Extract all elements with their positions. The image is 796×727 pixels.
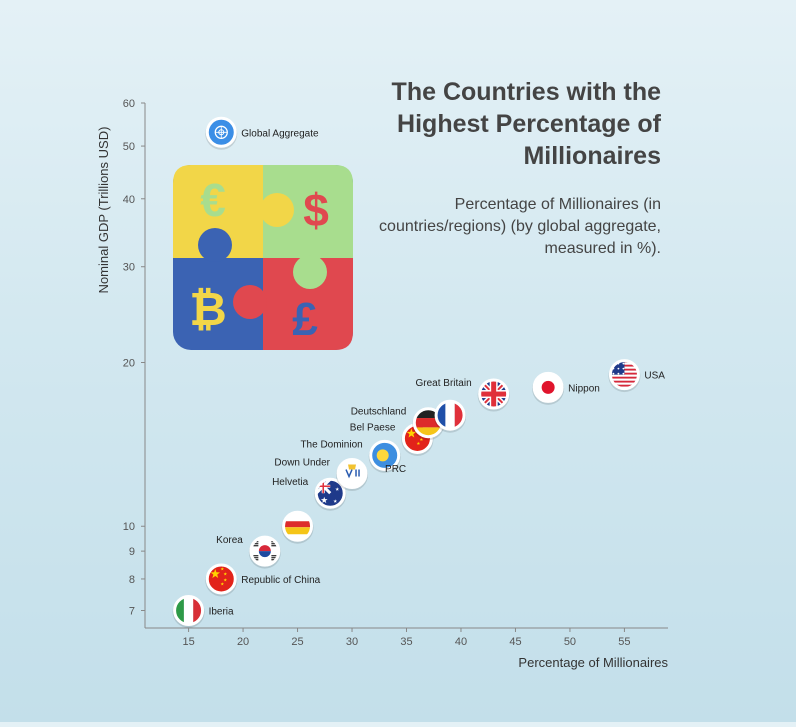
x-tick-label: 35 (400, 636, 412, 648)
flag-border (173, 594, 205, 626)
y-tick-label: 20 (123, 358, 135, 370)
flag-border (336, 458, 368, 490)
flag-border (532, 371, 564, 403)
point-label: PRC (385, 464, 406, 475)
data-point: The Dominion (300, 439, 401, 473)
flag-border (205, 116, 237, 148)
flag-border (314, 477, 346, 509)
data-point: Global Aggregate (205, 116, 319, 150)
y-tick-label: 9 (129, 546, 135, 558)
point-label: Korea (216, 535, 243, 546)
y-tick-label: 10 (123, 521, 135, 533)
dollar-symbol: $ (303, 184, 329, 236)
y-tick-label: 60 (123, 98, 135, 110)
x-tick-label: 40 (455, 636, 467, 648)
puzzle-knob-blue (198, 228, 232, 262)
data-point: Helvetia (272, 477, 347, 511)
point-label: Iberia (209, 606, 234, 617)
bitcoin-symbol: ₿ (189, 283, 227, 335)
chart-subtitle: Percentage of Millionaires (in countries… (379, 196, 661, 257)
point-label: Global Aggregate (241, 128, 319, 139)
point-label: Nippon (568, 383, 600, 394)
flag-germany-icon (414, 408, 443, 437)
y-tick-label: 50 (123, 141, 135, 153)
data-point: Korea (216, 535, 281, 569)
point-label: Deutschland (351, 407, 407, 418)
x-tick-label: 15 (182, 636, 194, 648)
y-axis-label: Nominal GDP (Trillions USD) (96, 127, 111, 294)
currency-puzzle-icon: € $ ₿ £ (173, 165, 353, 350)
flag-border (478, 378, 510, 410)
x-tick-label: 30 (346, 636, 358, 648)
flag-italy-icon (174, 596, 203, 625)
point-label: USA (644, 371, 665, 382)
flag-border (434, 399, 466, 431)
puzzle-piece-yellow (173, 165, 263, 258)
x-tick-label: 50 (564, 636, 576, 648)
y-tick-label: 40 (123, 194, 135, 206)
data-point (434, 399, 467, 433)
y-tick-label: 30 (123, 262, 135, 274)
data-point: Republic of China (205, 563, 321, 597)
flag-border (608, 359, 640, 391)
data-point: Iberia (172, 594, 234, 628)
data-point: Great Britain (416, 378, 510, 412)
data-point: Nippon (532, 371, 600, 405)
point-label: Down Under (274, 458, 330, 469)
x-tick-label: 55 (618, 636, 630, 648)
flag-france-icon (436, 401, 465, 430)
x-tick-label: 45 (509, 636, 521, 648)
point-label: Great Britain (416, 378, 472, 389)
pound-symbol: £ (292, 293, 318, 345)
x-axis-label: Percentage of Millionaires (518, 655, 668, 670)
y-tick-label: 7 (129, 605, 135, 617)
chart-title: The Countries with the Highest Percentag… (391, 78, 661, 170)
x-tick-label: 20 (237, 636, 249, 648)
data-point: Down Under (274, 458, 369, 492)
flag-border (249, 535, 281, 567)
data-point: USA (608, 359, 665, 393)
euro-symbol: € (200, 174, 226, 226)
puzzle-piece-red (263, 258, 353, 350)
flag-border (205, 563, 237, 595)
flag-border (282, 510, 314, 542)
point-label: Helvetia (272, 477, 309, 488)
puzzle-knob-red (233, 285, 267, 319)
x-tick-label: 25 (291, 636, 303, 648)
point-label: Republic of China (241, 575, 320, 586)
flag-border (369, 439, 401, 471)
data-point: PRC (385, 464, 406, 475)
data-point (281, 510, 314, 544)
puzzle-knob-yellow (260, 193, 294, 227)
y-tick-label: 8 (129, 574, 135, 586)
point-label: The Dominion (300, 439, 362, 450)
point-label: Bel Paese (350, 422, 396, 433)
puzzle-piece-green (263, 165, 353, 258)
puzzle-knob-green (293, 255, 327, 289)
